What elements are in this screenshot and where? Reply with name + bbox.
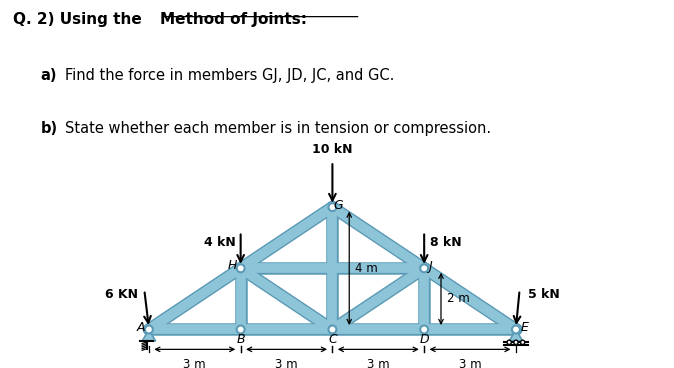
Circle shape [237, 326, 245, 333]
Circle shape [420, 264, 428, 272]
Circle shape [420, 326, 428, 333]
Text: 3 m: 3 m [275, 358, 298, 368]
Polygon shape [142, 329, 156, 341]
Text: Q. 2) Using the: Q. 2) Using the [13, 12, 148, 27]
Text: D: D [419, 333, 429, 346]
Text: 3 m: 3 m [183, 358, 206, 368]
Circle shape [520, 340, 525, 344]
Text: 4 m: 4 m [355, 262, 378, 275]
Circle shape [507, 340, 512, 344]
Text: b): b) [40, 121, 57, 136]
Text: A: A [137, 321, 146, 333]
Text: B: B [237, 333, 245, 346]
Circle shape [237, 264, 245, 272]
Text: G: G [333, 199, 343, 212]
Text: 2 m: 2 m [446, 293, 469, 305]
Text: State whether each member is in tension or compression.: State whether each member is in tension … [65, 121, 491, 136]
Circle shape [328, 203, 336, 211]
Text: 6 KN: 6 KN [105, 288, 138, 301]
Circle shape [145, 326, 153, 333]
Text: a): a) [40, 68, 57, 83]
Text: 5 kN: 5 kN [528, 288, 559, 301]
Text: 3 m: 3 m [459, 358, 481, 368]
Text: 4 kN: 4 kN [204, 236, 236, 249]
Text: Find the force in members GJ, JD, JC, and GC.: Find the force in members GJ, JD, JC, an… [65, 68, 395, 83]
Circle shape [512, 326, 520, 333]
Text: Method of Joints:: Method of Joints: [160, 12, 307, 27]
Text: 3 m: 3 m [367, 358, 390, 368]
Text: E: E [520, 321, 528, 333]
Text: 10 kN: 10 kN [312, 143, 353, 156]
Polygon shape [509, 329, 522, 341]
Circle shape [514, 340, 518, 344]
Text: C: C [328, 333, 337, 346]
Text: 8 kN: 8 kN [431, 236, 462, 249]
Text: J: J [428, 260, 431, 273]
Text: H: H [227, 259, 237, 272]
Circle shape [328, 326, 336, 333]
